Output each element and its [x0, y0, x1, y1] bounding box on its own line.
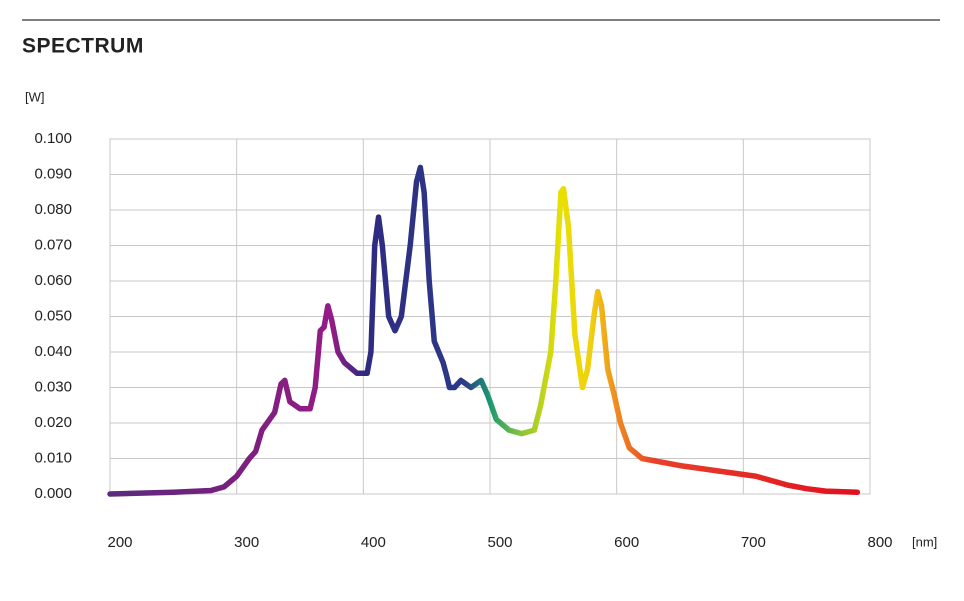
y-tick-label: 0.080	[34, 201, 72, 218]
x-unit: [nm]	[912, 534, 937, 549]
y-tick-label: 0.020	[34, 414, 72, 431]
y-unit: [W]	[25, 89, 45, 104]
spectrum-line	[107, 164, 861, 497]
y-tick-label: 0.070	[34, 236, 72, 253]
y-tick-label: 0.060	[34, 272, 72, 289]
chart-title: SPECTRUM	[22, 35, 144, 58]
y-tick-label: 0.040	[34, 343, 72, 360]
x-tick-label: 500	[487, 534, 512, 551]
y-tick-label: 0.090	[34, 165, 72, 182]
y-tick-label: 0.000	[34, 485, 72, 502]
y-tick-label: 0.010	[34, 449, 72, 466]
x-tick-label: 800	[867, 534, 892, 551]
x-tick-label: 700	[741, 534, 766, 551]
x-tick-label: 400	[361, 534, 386, 551]
x-tick-label: 200	[107, 534, 132, 551]
x-tick-label: 300	[234, 534, 259, 551]
y-tick-label: 0.030	[34, 378, 72, 395]
x-tick-label: 600	[614, 534, 639, 551]
y-tick-label: 0.050	[34, 307, 72, 324]
y-tick-label: 0.100	[34, 130, 72, 147]
